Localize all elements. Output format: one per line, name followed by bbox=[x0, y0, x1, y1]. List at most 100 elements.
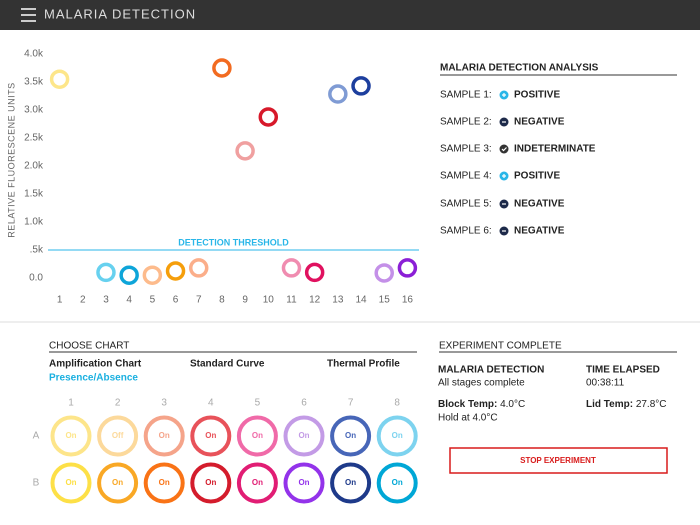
x-tick-label: 9 bbox=[242, 295, 248, 306]
well[interactable] bbox=[50, 462, 92, 504]
block-temp: Block Temp: 4.0°C bbox=[438, 399, 525, 410]
sample-point bbox=[304, 262, 325, 283]
well[interactable] bbox=[190, 462, 232, 504]
well-label[interactable]: On bbox=[298, 431, 309, 440]
menu-icon[interactable] bbox=[21, 8, 36, 22]
sample-status: NEGATIVE bbox=[514, 199, 565, 210]
lid-temp-label: Lid Temp: bbox=[586, 399, 633, 410]
chooser-title: CHOOSE CHART bbox=[49, 341, 129, 352]
x-tick-label: 2 bbox=[80, 295, 86, 306]
analysis-title: MALARIA DETECTION ANALYSIS bbox=[440, 63, 599, 74]
well-label[interactable]: On bbox=[65, 431, 76, 440]
well-label[interactable]: On bbox=[65, 478, 76, 487]
well[interactable] bbox=[190, 415, 232, 457]
well-label[interactable]: On bbox=[345, 431, 356, 440]
sample-point bbox=[258, 107, 279, 127]
well[interactable] bbox=[330, 462, 372, 504]
y-tick-label: 1.0k bbox=[24, 217, 44, 228]
lid-temp-value: 27.8°C bbox=[636, 399, 667, 410]
sample-point bbox=[96, 262, 116, 283]
x-tick-label: 7 bbox=[196, 295, 202, 306]
well[interactable] bbox=[143, 462, 185, 504]
experiment-name: MALARIA DETECTION bbox=[438, 365, 544, 376]
sample-row: SAMPLE 3: INDETERMINATE bbox=[440, 144, 596, 155]
sample-point bbox=[374, 263, 394, 283]
chart-option[interactable]: Thermal Profile bbox=[327, 359, 400, 370]
y-tick-label: 2.5k bbox=[24, 133, 44, 144]
well-label[interactable]: Off bbox=[112, 431, 124, 440]
sample-status: POSITIVE bbox=[514, 90, 560, 101]
x-tick-label: 14 bbox=[355, 295, 367, 306]
y-tick-label: 1.5k bbox=[24, 189, 44, 200]
sample-point bbox=[397, 258, 418, 278]
sample-row: SAMPLE 4: POSITIVE bbox=[440, 171, 560, 182]
well[interactable] bbox=[376, 415, 418, 457]
plate-column-label: 7 bbox=[348, 398, 354, 409]
well-label[interactable]: On bbox=[252, 478, 263, 487]
x-tick-label: 15 bbox=[379, 295, 391, 306]
well-label[interactable]: On bbox=[298, 478, 309, 487]
hold-temp: Hold at 4.0°C bbox=[438, 413, 498, 424]
well-label[interactable]: On bbox=[252, 431, 263, 440]
sample-label: SAMPLE 4: bbox=[440, 171, 492, 182]
sample-label: SAMPLE 5: bbox=[440, 199, 492, 210]
well[interactable] bbox=[236, 415, 278, 457]
well-label[interactable]: On bbox=[205, 478, 216, 487]
top-bar bbox=[0, 0, 700, 30]
plate-column-label: 6 bbox=[301, 398, 307, 409]
block-temp-value: 4.0°C bbox=[500, 399, 525, 410]
time-label: TIME ELAPSED bbox=[586, 365, 660, 376]
sample-point bbox=[328, 84, 348, 104]
y-tick-label: 0.0 bbox=[29, 273, 43, 284]
sample-row: SAMPLE 6: NEGATIVE bbox=[440, 226, 565, 237]
well[interactable] bbox=[330, 415, 372, 457]
plate-row-label: A bbox=[33, 431, 40, 442]
plate-column-label: 2 bbox=[115, 398, 121, 409]
sample-point bbox=[119, 265, 139, 285]
experiment-state: All stages complete bbox=[438, 378, 525, 389]
sample-list: SAMPLE 1: POSITIVE SAMPLE 2: NEGATIVE SAMP… bbox=[440, 90, 596, 237]
well[interactable] bbox=[283, 415, 325, 457]
sample-status: NEGATIVE bbox=[514, 117, 565, 128]
well-label[interactable]: On bbox=[392, 478, 403, 487]
sample-label: SAMPLE 6: bbox=[440, 226, 492, 237]
sample-label: SAMPLE 2: bbox=[440, 117, 492, 128]
well[interactable] bbox=[376, 462, 418, 504]
plate-column-label: 4 bbox=[208, 398, 214, 409]
well-label[interactable]: On bbox=[392, 431, 403, 440]
button-frame[interactable] bbox=[449, 447, 668, 474]
chart-sub-option[interactable]: Presence/Absence bbox=[49, 373, 138, 384]
sample-row: SAMPLE 2: NEGATIVE bbox=[440, 117, 565, 128]
y-tick-label: 2.0k bbox=[24, 161, 44, 172]
well[interactable] bbox=[97, 462, 139, 504]
x-tick-label: 6 bbox=[173, 295, 179, 306]
icon-glyph bbox=[501, 147, 507, 152]
well[interactable] bbox=[50, 415, 92, 457]
well[interactable] bbox=[236, 462, 278, 504]
well[interactable] bbox=[283, 462, 325, 504]
y-axis-label: RELATIVE FLUORESCENE UNITS bbox=[6, 82, 16, 237]
sample-point bbox=[235, 141, 255, 161]
y-tick-label: 4.0k bbox=[24, 49, 44, 60]
chart-option[interactable]: Amplification Chart bbox=[49, 359, 142, 370]
chart-option[interactable]: Standard Curve bbox=[190, 359, 265, 370]
sample-point bbox=[142, 265, 163, 285]
well-label[interactable]: On bbox=[112, 478, 123, 487]
button-label[interactable]: STOP EXPERIMENT bbox=[520, 456, 596, 465]
experiment-title: EXPERIMENT COMPLETE bbox=[439, 341, 562, 352]
block-temp-label: Block Temp: bbox=[438, 399, 497, 410]
well[interactable] bbox=[143, 415, 185, 457]
well-label[interactable]: On bbox=[345, 478, 356, 487]
sample-status: INDETERMINATE bbox=[514, 144, 596, 155]
well-label[interactable]: On bbox=[159, 478, 170, 487]
x-tick-label: 4 bbox=[126, 295, 132, 306]
x-tick-label: 5 bbox=[150, 295, 156, 306]
well-label[interactable]: On bbox=[205, 431, 216, 440]
well[interactable] bbox=[97, 415, 139, 457]
well-label[interactable]: On bbox=[159, 431, 170, 440]
indeterminate-icon bbox=[499, 144, 509, 154]
stop-button[interactable]: STOP EXPERIMENT bbox=[449, 447, 668, 474]
icon-glyph bbox=[502, 93, 506, 97]
